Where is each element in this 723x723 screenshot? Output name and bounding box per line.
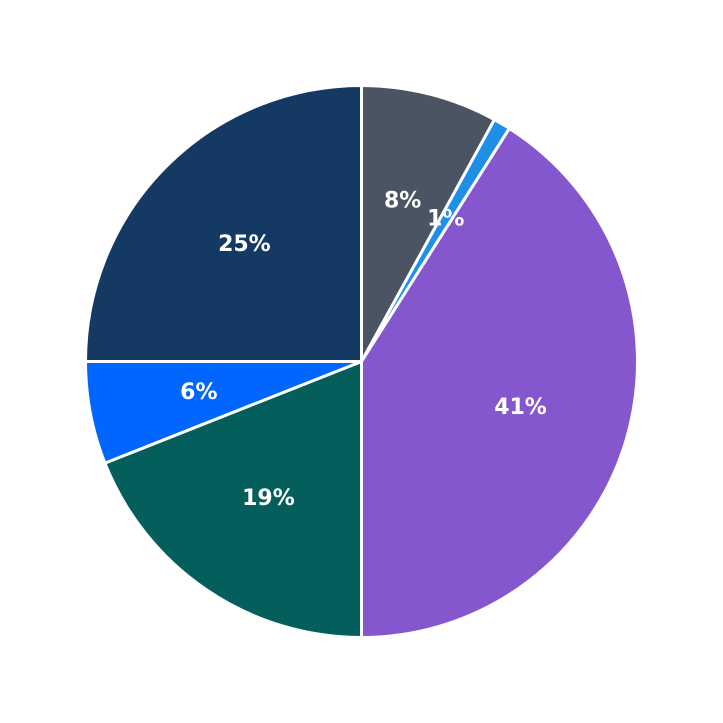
pie-slice-0	[360, 84, 496, 363]
slice-label-0: 8%	[384, 189, 421, 214]
slice-label-3: 19%	[242, 486, 295, 511]
slice-label-2: 41%	[494, 395, 547, 420]
slice-label-1: 1%	[427, 206, 464, 231]
slice-label-5: 25%	[218, 232, 271, 257]
pie-slice-5	[84, 84, 363, 363]
pie-labels: 8%1% 41% 19% 6% 25%	[180, 189, 547, 511]
slice-label-4: 6%	[180, 380, 217, 405]
pie-slices	[84, 84, 639, 639]
pie-slice-2	[360, 126, 639, 639]
pie-slice-3	[103, 360, 363, 639]
